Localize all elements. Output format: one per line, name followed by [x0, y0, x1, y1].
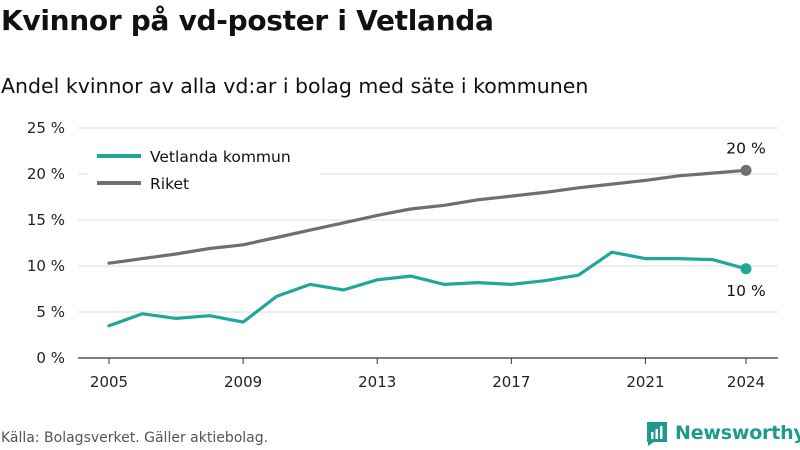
legend-label-riket: Riket — [150, 175, 189, 193]
x-tick-label: 2024 — [727, 373, 765, 391]
y-tick-label: 25 % — [27, 119, 65, 137]
chart-subtitle: Andel kvinnor av alla vd:ar i bolag med … — [1, 74, 589, 98]
brand-name: Newsworthy — [675, 422, 800, 444]
end-label-riket: 20 % — [726, 139, 765, 157]
end-point-riket — [740, 164, 752, 176]
end-point-vetlanda — [740, 263, 752, 275]
newsworthy-logo-icon — [647, 422, 667, 446]
chart-title: Kvinnor på vd-poster i Vetlanda — [1, 4, 494, 37]
series-line-riket — [107, 168, 748, 265]
x-tick-label: 2009 — [224, 373, 262, 391]
y-tick-label: 10 % — [27, 257, 65, 275]
x-tick-label: 2021 — [626, 373, 664, 391]
end-label-vetlanda: 10 % — [726, 282, 765, 300]
newsworthy-logo: Newsworthy — [645, 420, 800, 446]
series-line-vetlanda — [107, 250, 748, 328]
source-note: Källa: Bolagsverket. Gäller aktiebolag. — [1, 430, 269, 446]
legend-background — [88, 140, 320, 200]
axes: 0 % 5 % 10 % 15 % 20 % 25 % 2005 2009 2013 2017 20… — [27, 119, 778, 391]
x-tick-label: 2013 — [358, 373, 396, 391]
y-tick-label: 0 % — [36, 349, 65, 367]
x-tick-label: 2017 — [492, 373, 530, 391]
legend-label-vetlanda: Vetlanda kommun — [150, 148, 291, 166]
series-lines — [107, 164, 752, 328]
y-tick-label: 20 % — [27, 165, 65, 183]
end-labels: 10 % 20 % — [726, 139, 765, 299]
y-tick-label: 5 % — [36, 303, 65, 321]
legend: Vetlanda kommun Riket — [88, 140, 320, 200]
x-tick-label: 2005 — [90, 373, 128, 391]
y-tick-label: 15 % — [27, 211, 65, 229]
